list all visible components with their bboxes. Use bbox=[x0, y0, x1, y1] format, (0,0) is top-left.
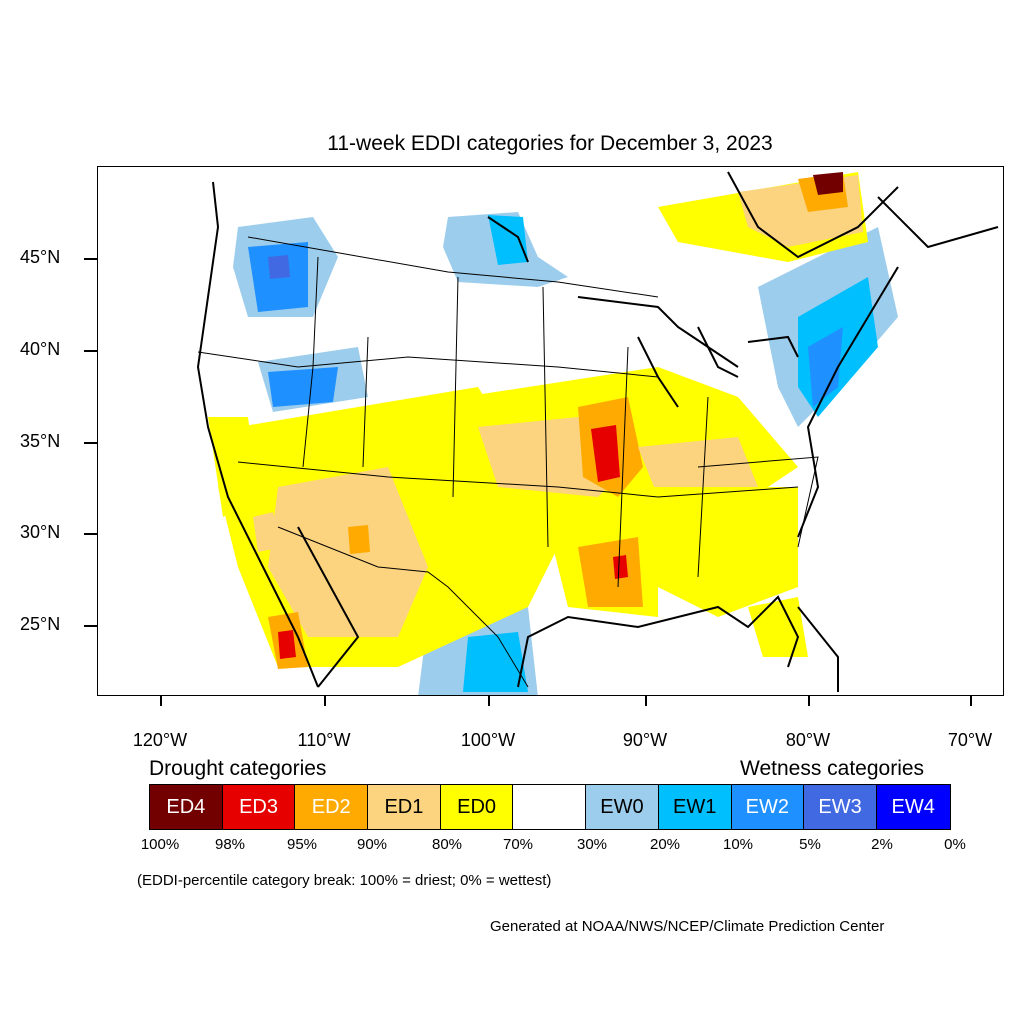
pct-break: 100% bbox=[140, 836, 180, 853]
legend-colorbar: ED4 ED3 ED2 ED1 ED0 EW0 EW1 EW2 EW3 EW4 bbox=[149, 784, 951, 830]
lon-tick bbox=[160, 696, 162, 706]
legend-box-ew0: EW0 bbox=[586, 785, 659, 829]
eddi-map bbox=[196, 171, 999, 695]
legend-box-ed1: ED1 bbox=[368, 785, 441, 829]
lon-label-80: 80°W bbox=[785, 730, 831, 750]
lon-tick bbox=[324, 696, 326, 706]
map-title: 11-week EDDI categories for December 3, … bbox=[327, 132, 773, 155]
pct-break: 98% bbox=[214, 836, 246, 853]
lon-label-90: 90°W bbox=[622, 730, 668, 750]
lat-tick bbox=[84, 258, 97, 260]
legend-box-ed4: ED4 bbox=[150, 785, 223, 829]
pct-break: 20% bbox=[649, 836, 681, 853]
political-boundaries bbox=[197, 236, 819, 688]
legend-box-ew1: EW1 bbox=[658, 785, 732, 829]
drought-categories-title: Drought categories bbox=[149, 757, 327, 780]
lon-label-70: 70°W bbox=[947, 730, 993, 750]
lon-label-100: 100°W bbox=[460, 730, 516, 750]
legend-box-ew4: EW4 bbox=[876, 785, 950, 829]
drought-wetness-patches bbox=[208, 172, 898, 695]
lon-tick bbox=[808, 696, 810, 706]
pct-break: 80% bbox=[431, 836, 463, 853]
wetness-categories-title: Wetness categories bbox=[740, 757, 925, 780]
lat-label-45: 45°N bbox=[20, 247, 61, 267]
lat-label-30: 30°N bbox=[20, 522, 61, 542]
pct-break: 30% bbox=[576, 836, 608, 853]
coastlines bbox=[196, 171, 999, 692]
legend-box-ed3: ED3 bbox=[222, 785, 296, 829]
pct-break: 70% bbox=[502, 836, 534, 853]
pct-break: 10% bbox=[722, 836, 754, 853]
lon-label-110: 110°W bbox=[297, 730, 351, 750]
lat-label-25: 25°N bbox=[20, 614, 61, 634]
legend-box-ed0: ED0 bbox=[440, 785, 514, 829]
pct-break: 2% bbox=[871, 836, 893, 853]
pct-break: 0% bbox=[944, 836, 966, 853]
legend-box-ew2: EW2 bbox=[731, 785, 805, 829]
legend-box-ed2: ED2 bbox=[295, 785, 369, 829]
lon-tick bbox=[488, 696, 490, 706]
lon-tick bbox=[970, 696, 972, 706]
legend-box-normal bbox=[513, 785, 587, 829]
legend-box-ew3: EW3 bbox=[804, 785, 877, 829]
credit-text: Generated at NOAA/NWS/NCEP/Climate Predi… bbox=[490, 918, 885, 935]
legend-note: (EDDI-percentile category break: 100% = … bbox=[137, 872, 552, 889]
lat-tick bbox=[84, 442, 97, 444]
lat-tick bbox=[84, 350, 97, 352]
pct-break: 5% bbox=[799, 836, 821, 853]
map-frame bbox=[97, 166, 1004, 696]
lat-label-40: 40°N bbox=[20, 339, 61, 359]
lon-label-120: 120°W bbox=[132, 730, 188, 750]
lon-tick bbox=[645, 696, 647, 706]
pct-break: 95% bbox=[286, 836, 318, 853]
lat-tick bbox=[84, 625, 97, 627]
pct-break: 90% bbox=[356, 836, 388, 853]
lat-label-35: 35°N bbox=[20, 431, 61, 451]
lat-tick bbox=[84, 533, 97, 535]
